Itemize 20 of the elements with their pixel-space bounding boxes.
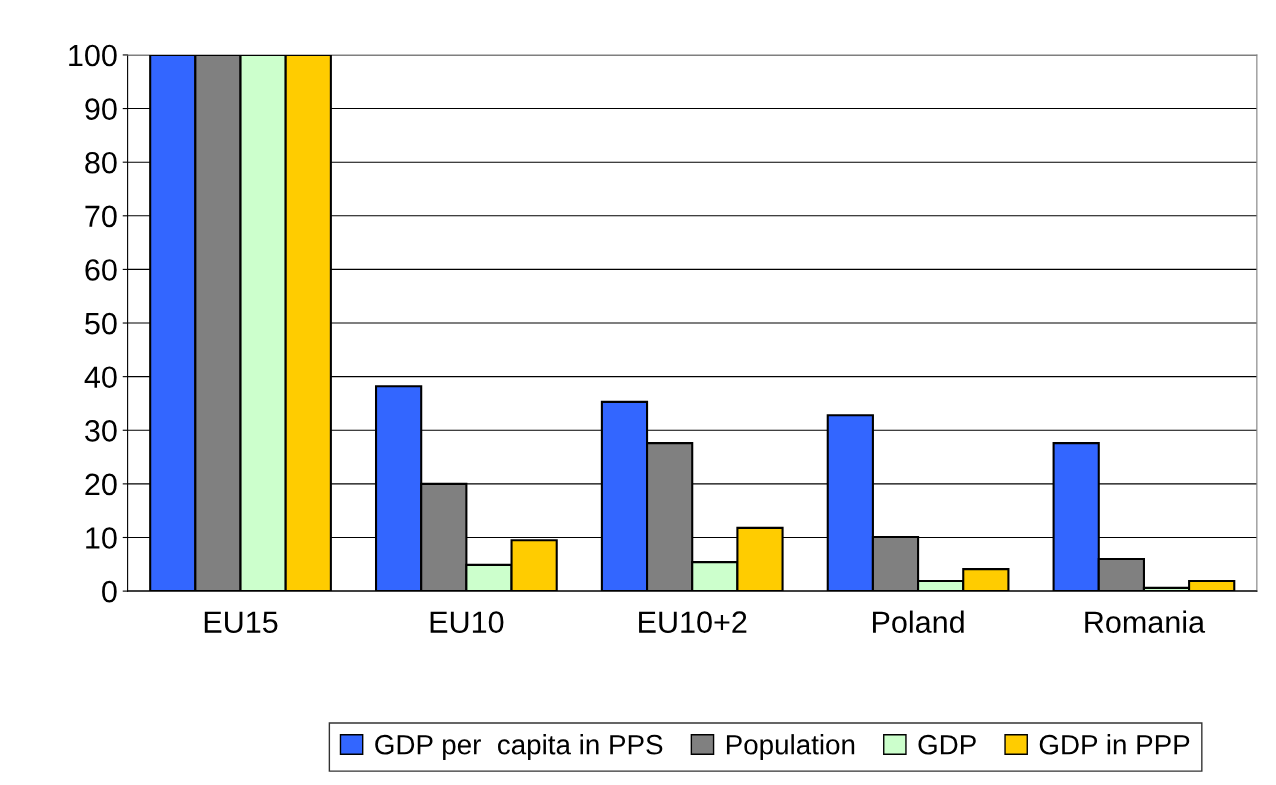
x-tick-label: EU10 xyxy=(430,611,504,633)
y-tick-label: 40 xyxy=(84,366,117,389)
y-tick-label: 60 xyxy=(85,259,117,281)
x-tick-label: EU15 xyxy=(204,611,278,633)
legend-label: GDP xyxy=(918,734,976,755)
x-tick-label: Romania xyxy=(1085,610,1206,633)
y-tick-label: 20 xyxy=(85,473,117,496)
x-tick-label: Poland xyxy=(873,610,964,633)
x-tick-label: EU10+2 xyxy=(639,611,747,633)
y-tick-label: 10 xyxy=(86,527,117,549)
y-tick-label: 80 xyxy=(85,151,117,174)
y-tick-label: 100 xyxy=(69,44,117,67)
legend-label: Population xyxy=(726,734,855,760)
y-tick-label: 50 xyxy=(85,312,117,335)
y-tick-label: 70 xyxy=(85,205,117,228)
legend-label: GDP in PPP xyxy=(1039,734,1190,755)
y-tick-label: 90 xyxy=(85,98,117,120)
legend-label: GDP per capita in PPS xyxy=(375,734,663,760)
y-tick-label: 30 xyxy=(85,419,117,442)
y-tick-label: 0 xyxy=(102,580,117,603)
